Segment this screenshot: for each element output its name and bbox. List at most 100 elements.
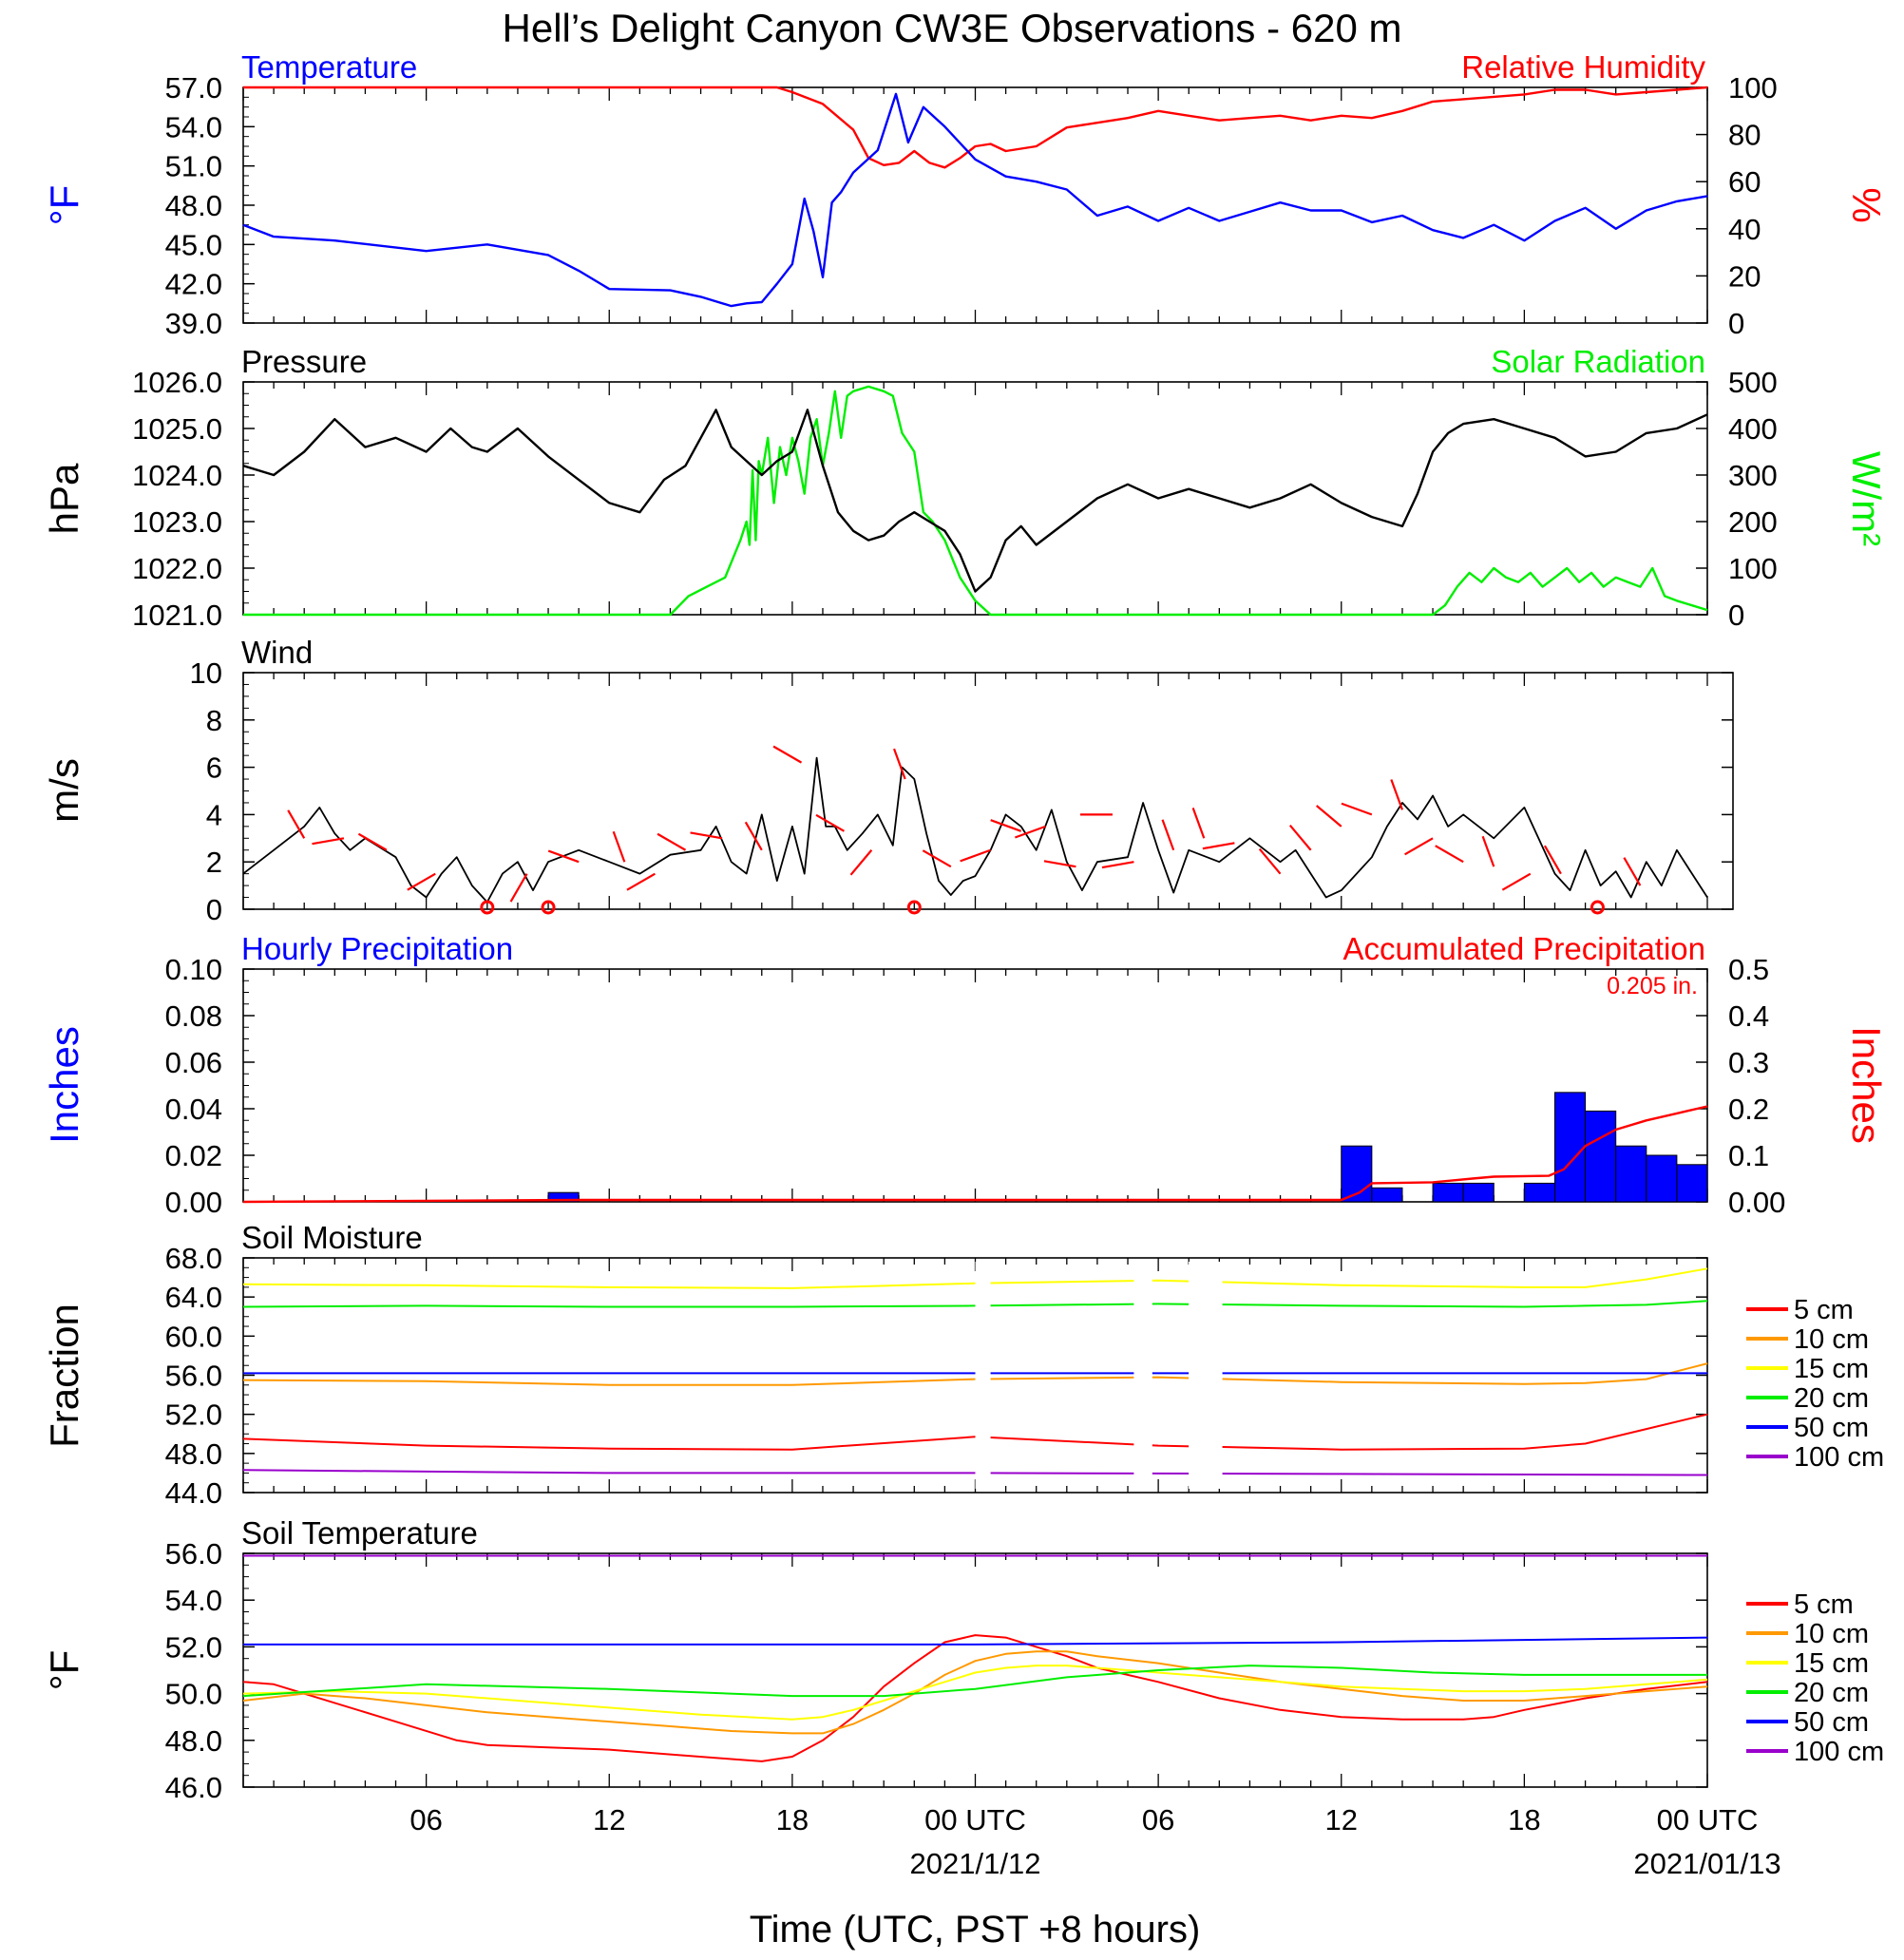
y-tick-label: 52.0	[165, 1630, 222, 1664]
y2-tick-label: 80	[1728, 119, 1761, 152]
plot-frame	[242, 381, 1708, 616]
plot-frame	[242, 968, 1708, 1203]
y-tick-label: 56.0	[165, 1537, 222, 1570]
y-tick-label: 0.04	[165, 1093, 222, 1126]
y2-tick-label: 500	[1728, 366, 1778, 399]
y-tick-label: 0	[206, 893, 222, 926]
series-line-15-cm	[242, 1267, 1708, 1289]
wind-barb	[357, 832, 388, 851]
plot-frame	[242, 86, 1708, 324]
y2-tick-label: 0.5	[1728, 953, 1769, 986]
series-line-solar-radiation	[243, 385, 1708, 617]
y-axis-title: hPa	[42, 463, 86, 534]
chart-title: Hell’s Delight Canyon CW3E Observations …	[503, 6, 1402, 50]
x-tick-label: 06	[409, 1803, 442, 1836]
precip-bar	[1523, 1182, 1555, 1203]
legend-label: 100 cm	[1794, 1737, 1884, 1767]
wind-barb	[990, 819, 1022, 832]
wind-barb	[1404, 837, 1434, 856]
wind-barb	[1435, 845, 1464, 864]
wind-barb	[744, 821, 763, 851]
panel-precip: 0.00 0.02 0.04 0.06 0.08 0.10 0.00 0.1 0.2 0.3 0.4…	[42, 931, 1889, 1219]
panel-left-title: Wind	[241, 635, 313, 670]
wind-barb	[1315, 805, 1342, 828]
y-tick-label: 42.0	[165, 268, 222, 301]
wind-barb	[1481, 835, 1495, 867]
wind-barb	[1015, 825, 1046, 839]
wind-barb	[1543, 845, 1562, 875]
legend-label: 15 cm	[1794, 1648, 1869, 1679]
y2-tick-label: 0.3	[1728, 1046, 1769, 1079]
wind-barb	[1501, 872, 1532, 891]
legend-label: 50 cm	[1794, 1413, 1869, 1443]
x-tick-label: 18	[1508, 1803, 1540, 1836]
wind-barb	[657, 832, 687, 851]
y-axis-title: Inches	[42, 1026, 86, 1144]
y-tick-label: 50.0	[165, 1678, 222, 1711]
y2-tick-label: 100	[1728, 552, 1778, 585]
panel-left-title: Hourly Precipitation	[241, 931, 513, 966]
y-tick-label: 0.00	[165, 1186, 222, 1219]
wind-barb	[1258, 847, 1282, 875]
wind-barb	[1043, 860, 1076, 868]
wind-barb	[547, 849, 580, 864]
series-line-5-cm	[242, 1413, 1708, 1451]
y-tick-label: 2	[206, 846, 222, 879]
wind-barb	[1288, 824, 1312, 851]
y-tick-label: 64.0	[165, 1281, 222, 1314]
y2-tick-label: 200	[1728, 505, 1778, 539]
wind-barb	[1101, 861, 1134, 869]
y2-tick-label: 60	[1728, 165, 1761, 199]
y-tick-label: 45.0	[165, 228, 222, 261]
y-tick-label: 54.0	[165, 1584, 222, 1617]
wind-barb	[1623, 857, 1642, 886]
panel-soil_moisture: 44.0 48.0 52.0 56.0 60.0 64.0 68.0 Soil Moistur…	[42, 1220, 1884, 1510]
y-tick-label: 4	[206, 798, 222, 831]
wind-barb	[287, 809, 306, 839]
legend-label: 5 cm	[1794, 1295, 1854, 1325]
x-tick-label: 00 UTC	[1657, 1803, 1759, 1836]
precip-bar	[1615, 1145, 1647, 1203]
y-tick-label: 0.08	[165, 999, 222, 1033]
x-tick-label: 06	[1142, 1803, 1174, 1836]
precip-bar	[1676, 1164, 1708, 1203]
x-tick-label: 18	[776, 1803, 809, 1836]
series-line-10-cm	[242, 1650, 1708, 1735]
y-tick-label: 52.0	[165, 1399, 222, 1432]
legend-label: 10 cm	[1794, 1324, 1869, 1355]
panel-pressure_solar: 1021.0 1022.0 1023.0 1024.0 1025.0 1026.0 0 100…	[42, 344, 1889, 632]
series-line-accumulated-precipitation	[242, 1105, 1708, 1204]
y2-tick-label: 0	[1728, 599, 1744, 632]
y-tick-label: 1023.0	[132, 505, 222, 539]
precip-bar	[547, 1191, 580, 1203]
y2-tick-label: 300	[1728, 459, 1778, 492]
x-axis: 06 12 18 00 UTC 06 12 18 00 UTC 2021/1/12 2021/01…	[409, 1803, 1780, 1880]
data-gap	[1133, 1262, 1152, 1489]
precip-bar	[1646, 1154, 1678, 1203]
legend-label: 10 cm	[1794, 1619, 1869, 1649]
precip-bar	[1585, 1110, 1617, 1203]
legend-label: 20 cm	[1794, 1678, 1869, 1708]
y-tick-label: 39.0	[165, 307, 222, 340]
y-tick-label: 68.0	[165, 1242, 222, 1275]
wind-barb	[1191, 807, 1206, 839]
wind-barb	[1202, 842, 1235, 850]
y-tick-label: 1021.0	[132, 599, 222, 632]
wind-barb	[1390, 779, 1403, 810]
x-date-label: 2021/01/13	[1633, 1847, 1780, 1880]
y2-tick-label: 400	[1728, 412, 1778, 446]
y2-tick-label: 0.2	[1728, 1093, 1769, 1126]
y2-tick-label: 0.1	[1728, 1139, 1769, 1172]
wind-barb	[1341, 802, 1373, 816]
panel-wind: 0 2 4 6 8 10 Wind m/s	[42, 635, 1734, 926]
series-line-20-cm	[242, 1300, 1708, 1308]
wind-calm-marker	[906, 900, 922, 915]
legend-label: 15 cm	[1794, 1354, 1869, 1384]
wind-barb	[612, 830, 626, 863]
wind-barb	[849, 849, 873, 876]
x-axis-title: Time (UTC, PST +8 hours)	[750, 1909, 1201, 1950]
y2-tick-label: 0	[1728, 307, 1744, 340]
series-line-wind	[242, 756, 1708, 904]
wind-barb	[892, 748, 906, 780]
